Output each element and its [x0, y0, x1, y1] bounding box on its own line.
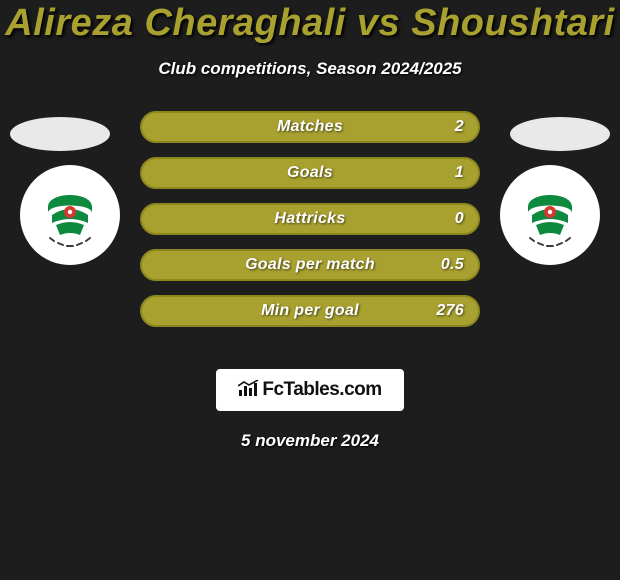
subtitle: Club competitions, Season 2024/2025	[0, 59, 620, 79]
brand-chart-icon	[238, 380, 260, 398]
comparison-card: Alireza Cheraghali vs Shoushtari Club co…	[0, 0, 620, 451]
stat-row: Hattricks 0	[140, 203, 480, 235]
stat-value-right: 2	[455, 118, 464, 136]
stat-label: Goals per match	[245, 256, 375, 274]
stat-row: Goals 1	[140, 157, 480, 189]
stat-value-right: 1	[455, 164, 464, 182]
stat-row: Min per goal 276	[140, 295, 480, 327]
stat-row: Goals per match 0.5	[140, 249, 480, 281]
stat-value-right: 0	[455, 210, 464, 228]
footer-date: 5 november 2024	[0, 431, 620, 451]
club-badge-left	[20, 165, 120, 265]
club-badge-right	[500, 165, 600, 265]
vs-text: vs	[357, 2, 400, 44]
page-title: Alireza Cheraghali vs Shoushtari	[0, 2, 620, 45]
stat-label: Matches	[277, 118, 343, 136]
stats-area: Matches 2 Goals 1 Hattricks 0 Goals per …	[0, 111, 620, 361]
stat-label: Goals	[287, 164, 333, 182]
club-logo-icon	[510, 175, 590, 255]
footer: FcTables.com 5 november 2024	[0, 369, 620, 451]
brand-badge: FcTables.com	[216, 369, 403, 411]
stat-value-right: 276	[436, 302, 464, 320]
brand-name: FcTables.com	[262, 379, 381, 400]
player2-avatar-placeholder	[510, 117, 610, 151]
stat-row: Matches 2	[140, 111, 480, 143]
player1-avatar-placeholder	[10, 117, 110, 151]
club-logo-icon	[30, 175, 110, 255]
stat-value-right: 0.5	[441, 256, 464, 274]
stat-rows: Matches 2 Goals 1 Hattricks 0 Goals per …	[140, 111, 480, 341]
stat-label: Min per goal	[261, 302, 359, 320]
player1-name: Alireza Cheraghali	[5, 2, 346, 44]
player2-name: Shoushtari	[411, 2, 614, 44]
stat-label: Hattricks	[274, 210, 345, 228]
